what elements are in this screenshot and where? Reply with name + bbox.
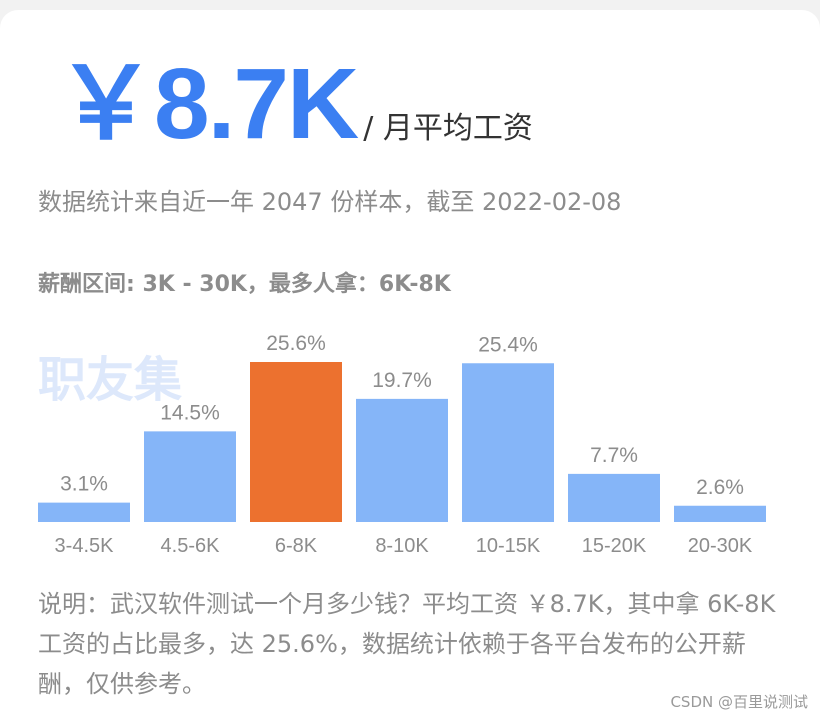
category-label-15-20K: 15-20K <box>582 535 647 557</box>
category-label-6-8K: 6-8K <box>275 535 318 557</box>
headline: ￥8.7K / 月平均工资 <box>56 54 533 154</box>
value-label-10-15K: 25.4% <box>478 333 538 356</box>
bar-8-10K <box>356 398 448 522</box>
salary-range: 薪酬区间: 3K - 30K，最多人拿：6K-8K <box>38 272 451 297</box>
bar-6-8K <box>250 362 342 522</box>
category-label-8-10K: 8-10K <box>375 535 429 557</box>
category-label-4.5-6K: 4.5-6K <box>161 535 221 557</box>
salary-card: ￥8.7K / 月平均工资 数据统计来自近一年 2047 份样本，截至 2022… <box>0 10 820 718</box>
bar-15-20K <box>568 473 660 522</box>
description-text: 说明：武汉软件测试一个月多少钱？平均工资 ￥8.7K，其中拿 6K-8K 工资的… <box>38 590 776 698</box>
salary-unit: / 月平均工资 <box>363 111 533 146</box>
bar-3-4.5K <box>38 502 130 522</box>
footer-credit: CSDN @百里说测试 <box>670 693 808 711</box>
value-label-4.5-6K: 14.5% <box>160 401 220 424</box>
value-label-3-4.5K: 3.1% <box>60 473 108 496</box>
watermark-logo: 职友集 <box>38 352 183 408</box>
value-label-20-30K: 2.6% <box>696 476 744 499</box>
value-label-8-10K: 19.7% <box>372 369 432 392</box>
value-label-15-20K: 7.7% <box>590 444 638 467</box>
category-label-20-30K: 20-30K <box>688 535 753 557</box>
bar-4.5-6K <box>144 431 236 522</box>
category-label-10-15K: 10-15K <box>476 535 541 557</box>
average-salary: ￥8.7K <box>56 48 359 160</box>
category-label-3-4.5K: 3-4.5K <box>55 535 115 557</box>
salary-distribution-chart: 3.1% 3-4.5K 14.5% 4.5-6K 25.6% 6-8K 19.7% 8-10K… <box>38 332 766 557</box>
bar-10-15K <box>462 363 554 522</box>
value-label-6-8K: 25.6% <box>266 332 326 355</box>
bar-20-30K <box>674 505 766 522</box>
sample-info: 数据统计来自近一年 2047 份样本，截至 2022-02-08 <box>38 188 622 216</box>
